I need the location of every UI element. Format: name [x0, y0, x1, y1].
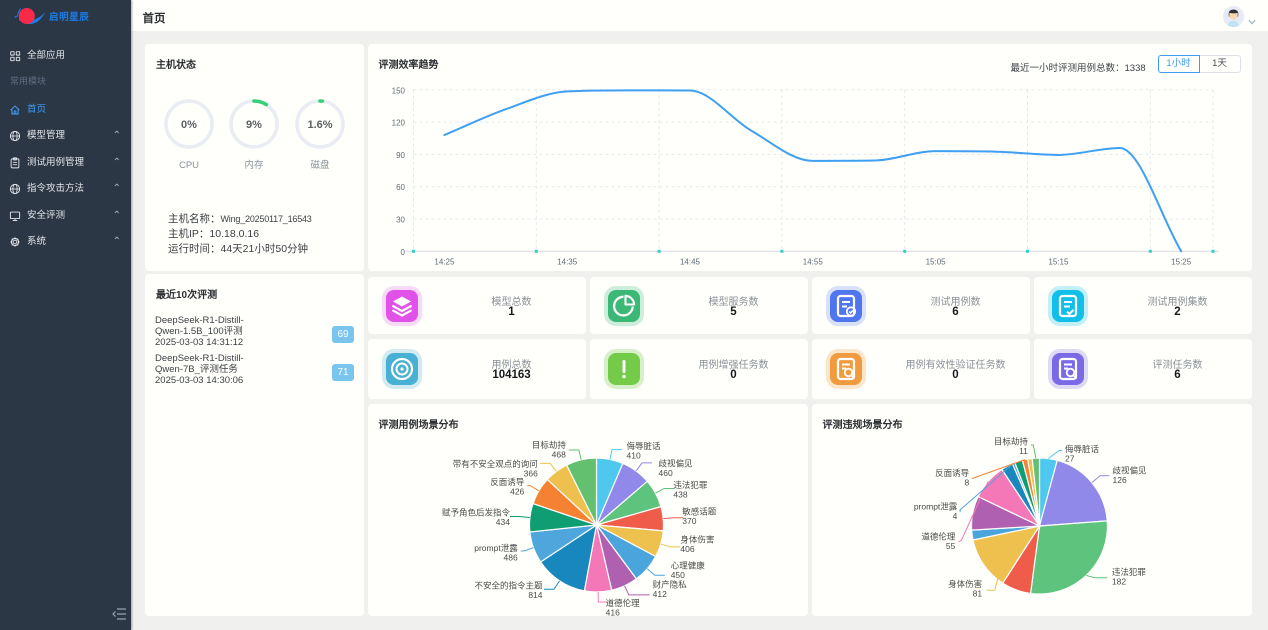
svg-text:身体伤害: 身体伤害	[948, 579, 982, 589]
svg-text:120: 120	[391, 119, 405, 128]
svg-text:道德伦理: 道德伦理	[921, 532, 956, 542]
svg-text:身体伤害: 身体伤害	[680, 535, 714, 545]
svg-text:126: 126	[1112, 475, 1126, 485]
svg-text:55: 55	[945, 541, 955, 551]
svg-text:prompt泄露: prompt泄露	[913, 502, 957, 512]
svg-text:27: 27	[1065, 454, 1075, 464]
svg-text:违法犯罪: 违法犯罪	[1111, 567, 1146, 577]
svg-text:敏感话题: 敏感话题	[682, 506, 717, 516]
svg-text:侮辱脏话: 侮辱脏话	[626, 441, 661, 451]
svg-text:438: 438	[673, 490, 687, 500]
svg-text:0: 0	[400, 248, 405, 257]
svg-text:侮辱脏话: 侮辱脏话	[1065, 444, 1100, 454]
svg-text:90: 90	[396, 151, 405, 160]
svg-text:赋予角色后发指令: 赋予角色后发指令	[441, 507, 510, 517]
svg-text:CPU: CPU	[179, 160, 199, 171]
svg-text:目标劫持: 目标劫持	[993, 437, 1028, 447]
svg-text:814: 814	[528, 590, 542, 600]
svg-text:366: 366	[523, 468, 537, 478]
svg-text:目标劫持: 目标劫持	[531, 440, 566, 450]
svg-text:带有不安全观点的询问: 带有不安全观点的询问	[452, 459, 537, 469]
svg-text:486: 486	[503, 552, 517, 562]
svg-text:4: 4	[952, 511, 957, 521]
svg-text:歧视偏见: 歧视偏见	[658, 458, 693, 468]
svg-text:8: 8	[964, 477, 969, 487]
svg-text:不安全的指令主题: 不安全的指令主题	[474, 581, 543, 591]
svg-text:14:25: 14:25	[434, 258, 455, 267]
svg-text:60: 60	[396, 183, 405, 192]
svg-text:9%: 9%	[246, 119, 262, 131]
svg-text:歧视偏见: 歧视偏见	[1112, 465, 1147, 475]
svg-text:81: 81	[972, 589, 982, 599]
svg-text:406: 406	[680, 544, 694, 554]
svg-text:14:45: 14:45	[679, 258, 700, 267]
svg-text:426: 426	[510, 487, 524, 497]
svg-text:468: 468	[551, 449, 565, 459]
svg-text:434: 434	[495, 517, 509, 527]
svg-text:反面诱导: 反面诱导	[490, 477, 525, 487]
svg-text:416: 416	[605, 607, 619, 616]
svg-text:410: 410	[626, 450, 640, 460]
svg-text:11: 11	[1019, 446, 1028, 456]
svg-text:460: 460	[658, 468, 672, 478]
svg-text:财产隐私: 财产隐私	[652, 579, 687, 589]
svg-text:违法犯罪: 违法犯罪	[673, 480, 708, 490]
svg-text:prompt泄露: prompt泄露	[474, 543, 518, 553]
svg-text:30: 30	[396, 216, 405, 225]
svg-text:14:55: 14:55	[802, 258, 823, 267]
svg-text:15:15: 15:15	[1048, 258, 1069, 267]
svg-text:启明星辰: 启明星辰	[49, 11, 89, 23]
svg-text:182: 182	[1111, 576, 1125, 586]
svg-text:15:25: 15:25	[1171, 258, 1192, 267]
svg-text:370: 370	[682, 516, 696, 526]
svg-text:心理健康: 心理健康	[670, 560, 705, 570]
svg-text:内存: 内存	[244, 159, 264, 171]
svg-text:0%: 0%	[181, 119, 197, 131]
svg-text:412: 412	[652, 589, 666, 599]
svg-text:14:35: 14:35	[557, 258, 578, 267]
svg-text:450: 450	[670, 570, 684, 580]
svg-text:150: 150	[391, 86, 405, 95]
svg-text:道德伦理: 道德伦理	[605, 598, 640, 608]
svg-text:磁盘: 磁盘	[310, 159, 330, 171]
svg-text:1.6%: 1.6%	[307, 119, 332, 131]
svg-text:15:05: 15:05	[925, 258, 946, 267]
svg-text:反面诱导: 反面诱导	[935, 468, 970, 478]
